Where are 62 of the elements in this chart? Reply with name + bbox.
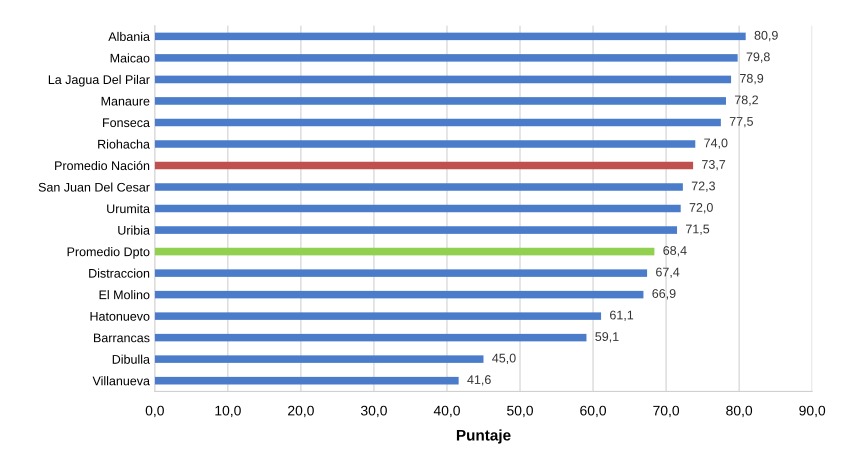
data-label: 66,9 xyxy=(652,289,676,300)
data-label: 67,4 xyxy=(656,268,680,278)
bar xyxy=(154,183,683,191)
y-tick-label: Distraccion xyxy=(89,268,150,278)
bar xyxy=(154,290,644,298)
data-label: 41,6 xyxy=(467,375,491,386)
y-tick-label: Manaure xyxy=(102,96,150,106)
bar xyxy=(154,32,746,40)
x-tick-label: 80,0 xyxy=(726,406,752,418)
data-label: 77,5 xyxy=(730,117,753,128)
data-label: 73,7 xyxy=(702,160,726,170)
data-label: 61,1 xyxy=(610,310,634,321)
y-tick-label: Albania xyxy=(108,32,150,42)
y-tick-label: El Molino xyxy=(100,290,150,300)
x-tick-label: 20,0 xyxy=(288,406,314,418)
data-label: 45,0 xyxy=(492,354,516,364)
x-tick-label: 10,0 xyxy=(215,406,241,418)
data-label: 71,5 xyxy=(686,224,710,235)
data-label: 72,3 xyxy=(692,182,715,192)
x-tick-label: 0,0 xyxy=(146,406,164,418)
bar xyxy=(154,118,721,126)
y-tick-label: Hatonuevo xyxy=(90,312,150,321)
y-tick-label: Dibulla xyxy=(112,354,150,364)
y-tick-label: La Jagua Del Pilar xyxy=(48,74,150,87)
bar xyxy=(154,334,586,342)
bar xyxy=(154,248,654,256)
data-label: 78,2 xyxy=(734,95,758,106)
bar xyxy=(154,140,696,148)
y-tick-label: Urumita xyxy=(107,204,150,214)
y-tick-label: Uribia xyxy=(118,226,150,235)
bar xyxy=(154,76,732,84)
x-tick-label: 60,0 xyxy=(580,406,606,418)
data-label: 78,9 xyxy=(740,74,764,84)
x-tick-label: 70,0 xyxy=(653,406,680,418)
data-label: 74,0 xyxy=(704,138,728,149)
y-tick-label: Promedio Nación xyxy=(55,160,150,170)
x-tick-label: 90,0 xyxy=(799,406,826,418)
bar xyxy=(154,269,648,277)
data-label: 80,9 xyxy=(754,30,778,42)
x-tick-label: 40,0 xyxy=(434,406,460,418)
y-tick-label: Maicao xyxy=(110,53,150,63)
bar xyxy=(154,204,681,212)
bar xyxy=(154,226,678,234)
x-tick-label: 50,0 xyxy=(507,406,533,418)
y-tick-label: Promedio Dpto xyxy=(68,247,150,259)
y-tick-label: Villanueva xyxy=(92,376,150,386)
bar xyxy=(154,376,459,384)
bar xyxy=(154,312,602,320)
bar xyxy=(154,162,694,170)
y-tick-label: Riohacha xyxy=(98,139,150,149)
y-tick-label: San Juan Del Cesar xyxy=(38,182,150,192)
bar xyxy=(154,355,484,363)
x-tick-label: 30,0 xyxy=(360,406,387,418)
y-tick-label: Fonseca xyxy=(103,118,150,128)
y-tick-label: Barrancas xyxy=(94,334,150,342)
x-axis-title: Puntaje xyxy=(456,429,511,444)
bar xyxy=(154,54,738,62)
data-label: 68,4 xyxy=(663,246,687,256)
data-label: 72,0 xyxy=(690,203,713,214)
bar xyxy=(154,97,726,105)
data-label: 59,1 xyxy=(595,332,619,342)
data-label: 79,8 xyxy=(746,52,770,63)
